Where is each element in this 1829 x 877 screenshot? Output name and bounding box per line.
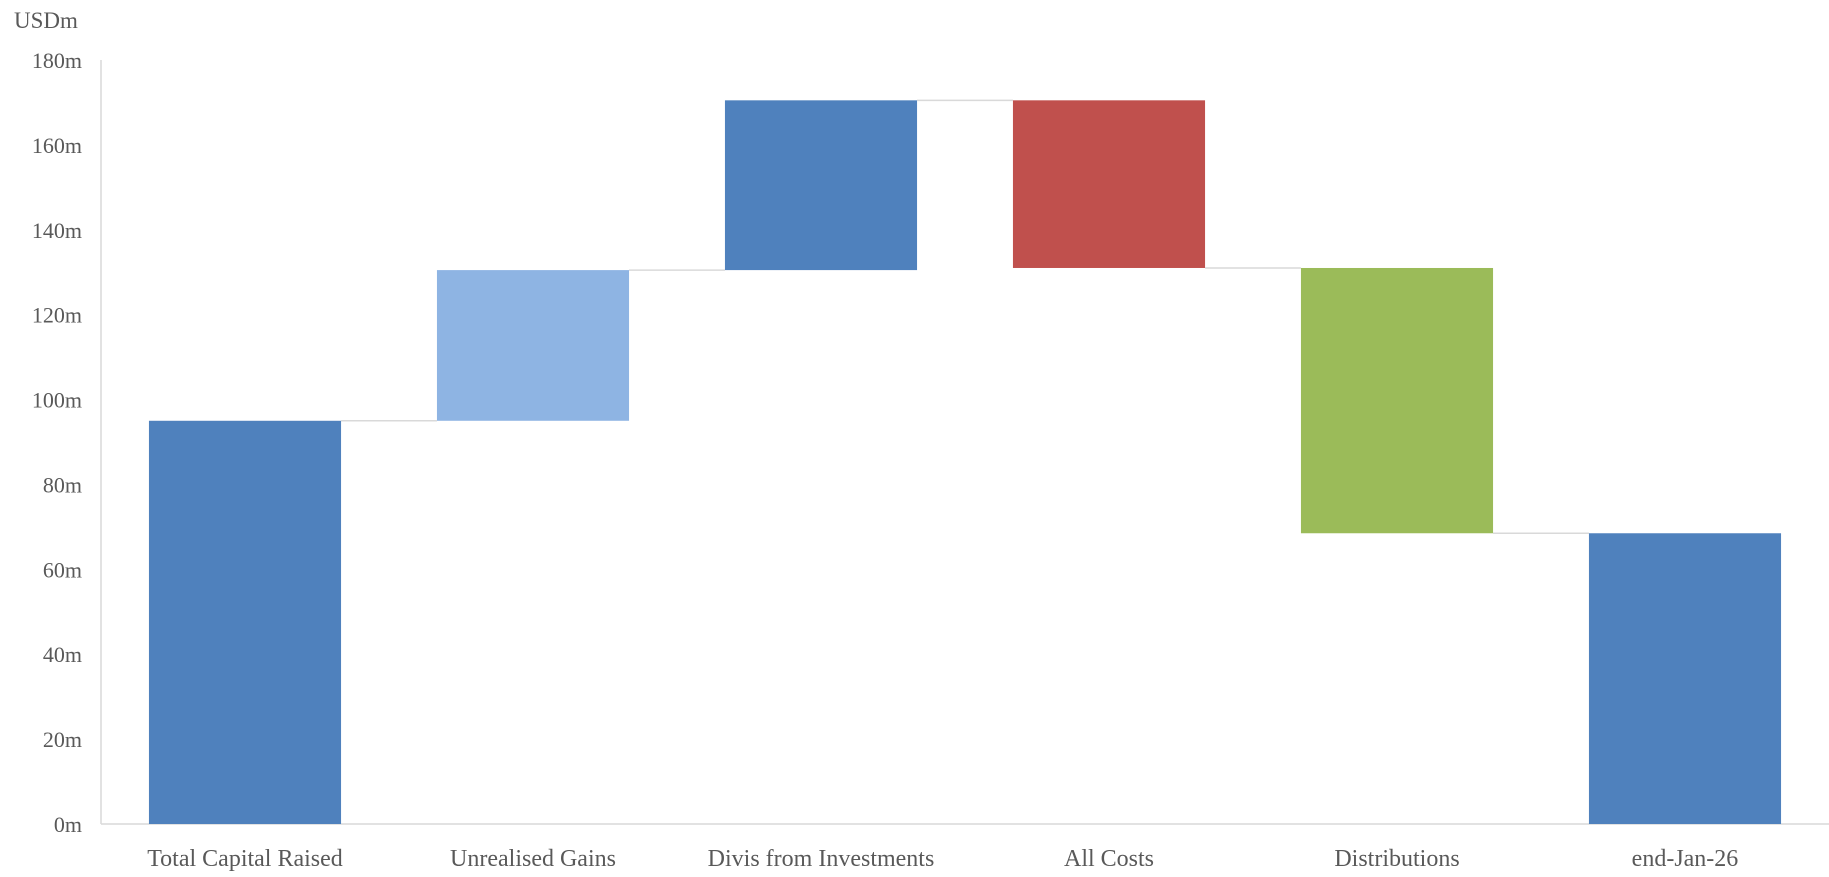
y-axis-ticks: 0m 20m 40m 60m 80m 100m 120m 140m 160m 180m — [32, 48, 82, 837]
y-tick-label: 160m — [32, 133, 82, 158]
y-axis-unit-label: USDm — [14, 8, 78, 33]
x-tick-label: Distributions — [1334, 846, 1459, 872]
bar-total-capital-raised — [148, 420, 342, 824]
axes — [100, 60, 1829, 825]
y-tick-label: 120m — [32, 303, 82, 328]
bars — [148, 100, 1782, 824]
y-tick-label: 140m — [32, 218, 82, 243]
bar-divis-from-investments — [724, 100, 918, 271]
y-tick-label: 80m — [43, 472, 82, 497]
bar-end-jan-26 — [1588, 533, 1782, 824]
x-tick-label: Unrealised Gains — [450, 846, 616, 872]
x-tick-label: end-Jan-26 — [1632, 846, 1739, 872]
connector-lines — [341, 99, 1589, 535]
x-tick-label: All Costs — [1064, 846, 1154, 872]
bar-distributions — [1300, 267, 1494, 534]
y-tick-label: 40m — [43, 642, 82, 667]
y-tick-label: 0m — [54, 812, 82, 837]
bar-unrealised-gains — [436, 270, 630, 421]
y-tick-label: 100m — [32, 388, 82, 413]
y-tick-label: 180m — [32, 48, 82, 73]
x-tick-label: Divis from Investments — [708, 846, 935, 872]
bar-all-costs — [1012, 100, 1206, 268]
x-axis-labels: Total Capital Raised Unrealised Gains Divi… — [147, 846, 1738, 872]
y-tick-label: 60m — [43, 557, 82, 582]
y-tick-label: 20m — [43, 727, 82, 752]
x-tick-label: Total Capital Raised — [147, 846, 343, 872]
